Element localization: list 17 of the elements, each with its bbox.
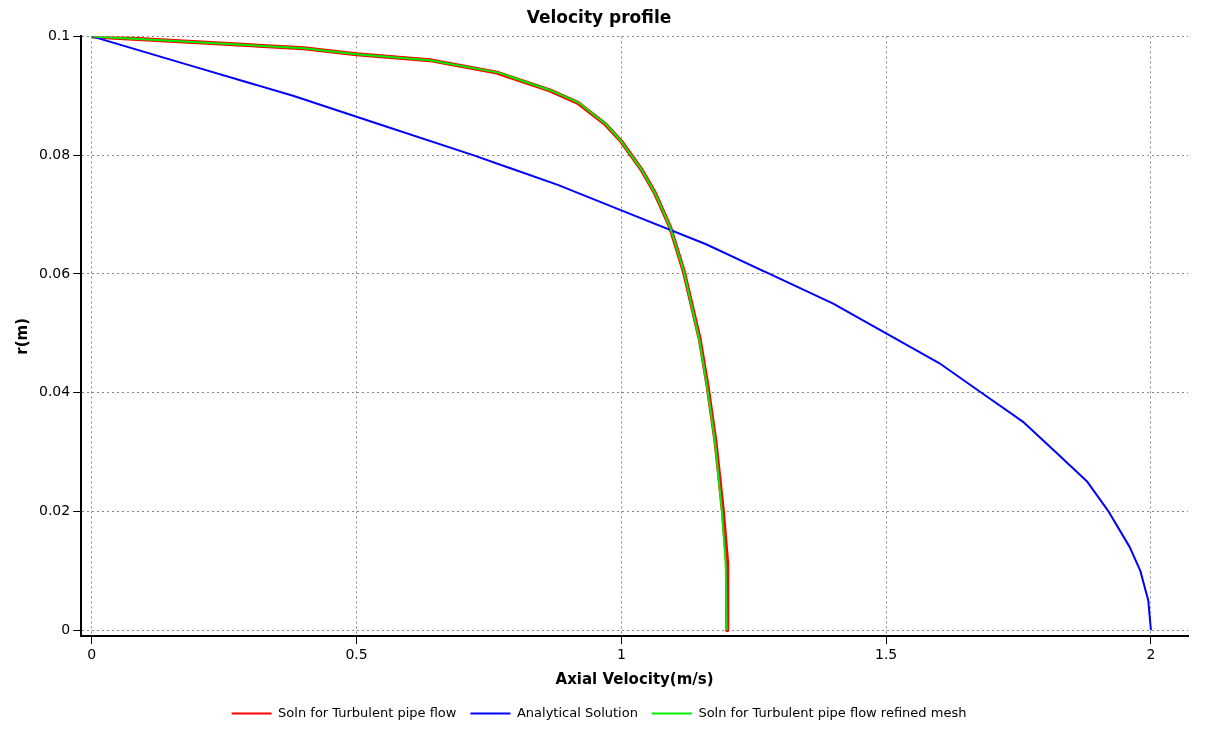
x-axis-title: Axial Velocity(m/s): [555, 669, 714, 688]
y-tick-label: 0.04: [39, 383, 71, 400]
x-tick-label: 0.5: [345, 646, 368, 663]
legend-label: Soln for Turbulent pipe flow: [278, 704, 457, 720]
x-tick-label: 0: [87, 646, 97, 663]
legend-label: Soln for Turbulent pipe flow refined mesh: [698, 704, 967, 720]
chart-title: Velocity profile: [526, 6, 672, 27]
y-tick-label: 0: [61, 620, 71, 637]
x-tick-label: 1: [616, 646, 626, 663]
y-tick-label: 0.06: [39, 264, 71, 281]
x-tick-label: 2: [1146, 646, 1156, 663]
legend-label: Analytical Solution: [516, 704, 638, 720]
y-tick-label: 0.08: [39, 145, 71, 162]
y-tick-label: 0.1: [47, 27, 71, 44]
y-tick-label: 0.02: [39, 502, 71, 519]
y-axis-title: r(m): [12, 317, 31, 355]
x-tick-label: 1.5: [875, 646, 898, 663]
